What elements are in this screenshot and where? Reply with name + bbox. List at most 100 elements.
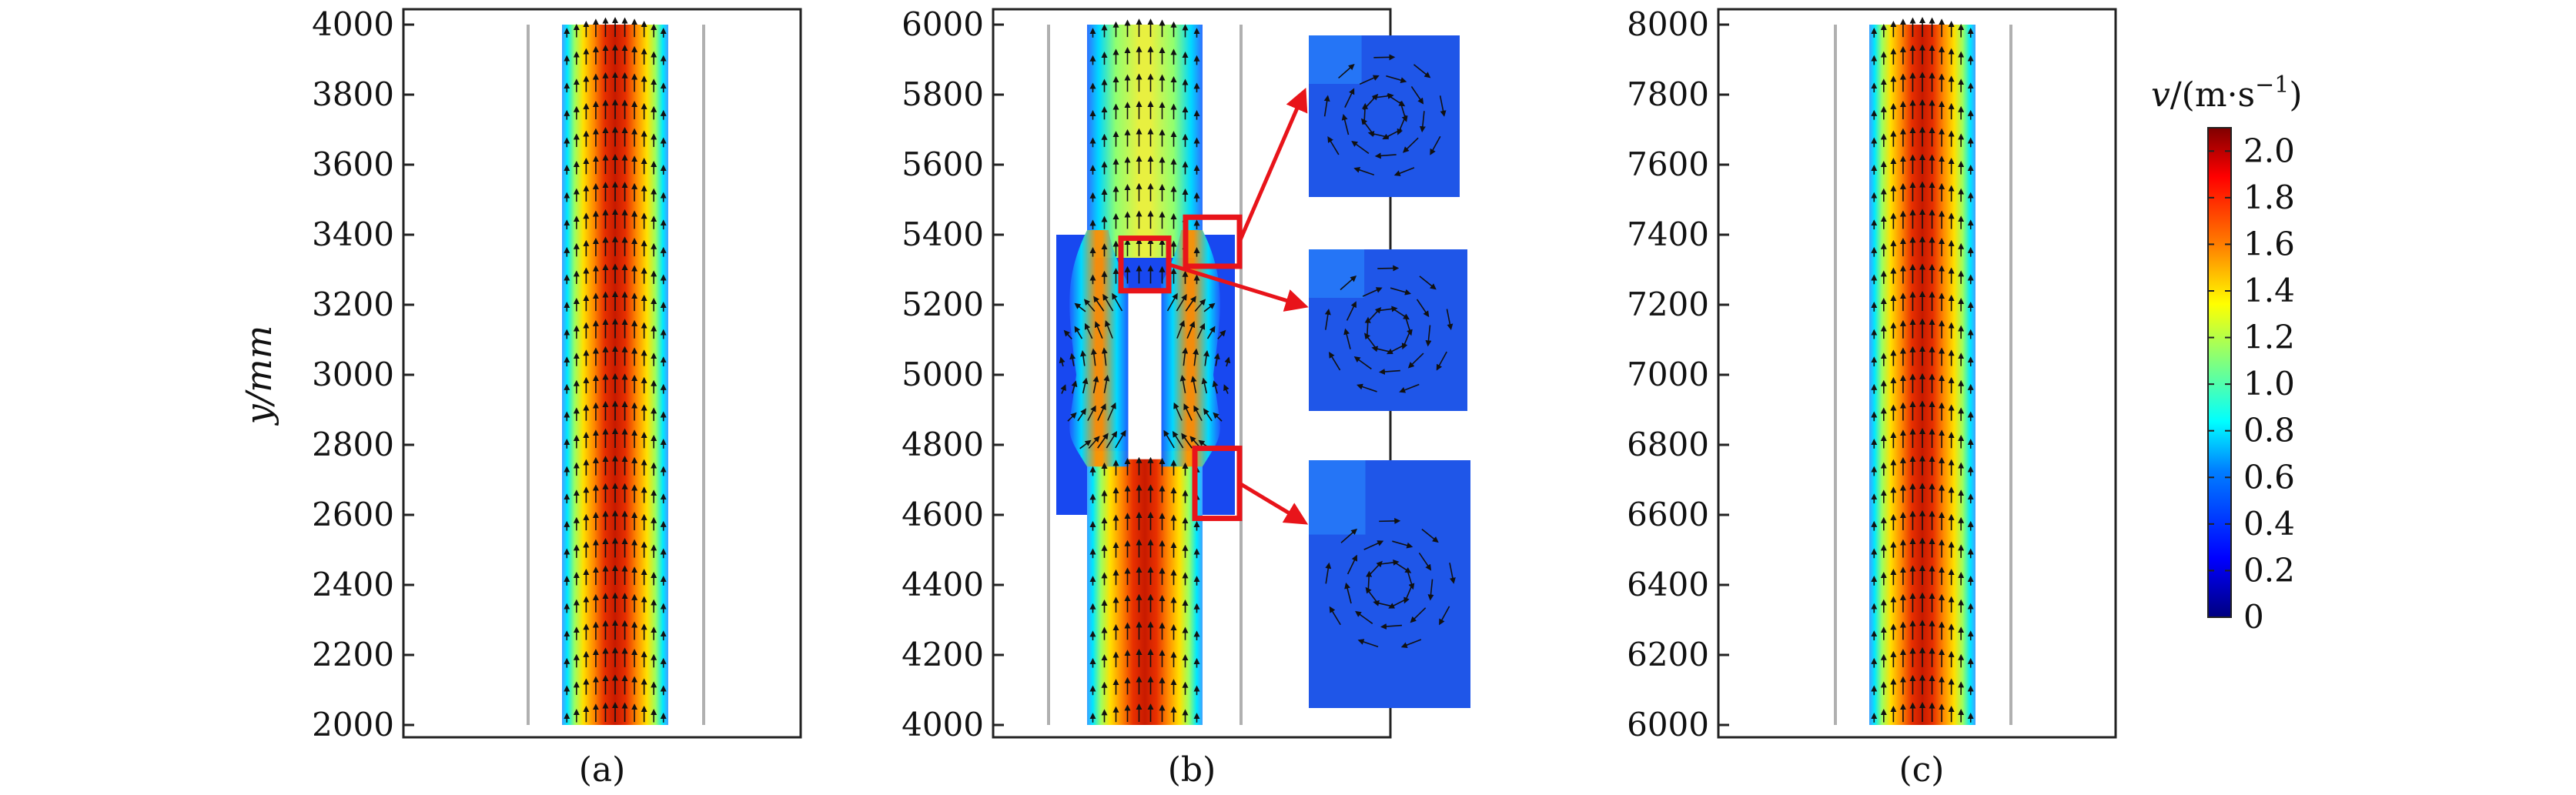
flow-arrow xyxy=(1172,430,1184,449)
y-tick-label: 4000 xyxy=(902,706,984,743)
flow-arrow xyxy=(1088,436,1100,449)
inset-arrow xyxy=(1365,586,1380,605)
inset-arrow xyxy=(1387,94,1406,107)
inset-arrow xyxy=(1366,570,1373,593)
flow-arrow xyxy=(1179,375,1186,393)
inset-arrow xyxy=(1390,287,1412,296)
y-tick-label: 6600 xyxy=(1627,496,1709,533)
y-tick-label: 6000 xyxy=(902,5,984,43)
colorbar-tick-label: 0 xyxy=(2243,598,2264,636)
flow-arrow xyxy=(1112,292,1123,312)
panel-b-insets xyxy=(1118,35,1470,708)
flow-arrow xyxy=(1223,384,1229,394)
inset-arrow xyxy=(1386,343,1407,355)
inset-arrow xyxy=(1410,86,1424,105)
flow-arrow xyxy=(1206,326,1216,339)
inset-arrow xyxy=(1419,276,1437,290)
flow-arrow xyxy=(1087,405,1096,422)
inset-arrow xyxy=(1357,383,1377,392)
flow-arrow xyxy=(1074,302,1086,312)
inset-arrow xyxy=(1418,552,1432,571)
inset-arrow xyxy=(1399,383,1420,393)
y-tick-label: 3400 xyxy=(312,215,394,253)
flow-arrow xyxy=(1097,433,1109,449)
flow-arrow xyxy=(1224,356,1231,367)
inset-arrow xyxy=(1377,265,1400,272)
flow-arrow xyxy=(1212,380,1219,394)
inset-arrow xyxy=(1378,369,1400,375)
panel-a-flow-arrows xyxy=(564,17,667,723)
flow-arrow xyxy=(1190,376,1197,394)
inset-arrow xyxy=(1363,332,1378,351)
inset-arrow xyxy=(1367,131,1390,139)
flow-arrow xyxy=(1181,433,1193,449)
inset-arrow xyxy=(1362,287,1383,297)
inset-arrow xyxy=(1439,606,1450,626)
colorbar-tick-label: 0.6 xyxy=(2243,458,2295,496)
inset-arrow xyxy=(1403,137,1419,153)
inset-arrow xyxy=(1376,306,1398,312)
y-tick-label: 2400 xyxy=(312,566,394,603)
inset-arrow xyxy=(1347,554,1357,575)
flow-arrow xyxy=(1074,326,1083,339)
flow-arrow xyxy=(1213,352,1220,366)
flow-arrow xyxy=(1217,329,1226,339)
y-tick-label: 7000 xyxy=(1627,356,1709,393)
inset-arrow xyxy=(1427,579,1434,601)
inset-arrow xyxy=(1363,540,1384,550)
y-tick-label: 6000 xyxy=(1627,706,1709,743)
y-axis-title: y/mm xyxy=(238,326,279,426)
inset-arrow xyxy=(1377,559,1400,566)
inset-arrow xyxy=(1340,528,1358,543)
inset-arrow xyxy=(1400,639,1422,648)
flow-arrow xyxy=(1069,352,1076,366)
panel-b-lower-channel xyxy=(1087,451,1203,725)
inset-arrow xyxy=(1324,308,1331,330)
y-tick-label: 3000 xyxy=(312,356,394,393)
y-tick-label: 5800 xyxy=(902,75,984,113)
inset-connector-arrow xyxy=(1168,262,1309,312)
inset-arrow xyxy=(1436,351,1447,371)
inset-arrow xyxy=(1393,560,1412,573)
colorbar-tick-label: 0.4 xyxy=(2243,505,2295,543)
flow-arrow xyxy=(1060,384,1066,394)
y-tick-label: 3600 xyxy=(312,145,394,183)
flow-arrow xyxy=(1176,293,1187,312)
colorbar-tick-label: 2.0 xyxy=(2243,132,2295,169)
panel-b: 6000 5800 5600 5400 5200 5000 4800 4600 4400 4200… xyxy=(902,5,1470,790)
flow-arrow xyxy=(1059,356,1066,367)
flow-arrow xyxy=(1185,296,1196,312)
inset-arrow xyxy=(1421,528,1439,543)
inset-arrow xyxy=(1338,63,1355,79)
inset-arrow xyxy=(1361,118,1375,136)
flow-arrow xyxy=(1101,347,1108,366)
panel-c-label: (c) xyxy=(1899,750,1945,790)
flow-arrow xyxy=(1166,292,1178,312)
inset-arrow xyxy=(1379,517,1401,524)
flow-arrow xyxy=(1203,408,1213,422)
flow-arrow xyxy=(1103,375,1110,393)
y-tick-label: 2200 xyxy=(312,636,394,673)
flow-arrow xyxy=(1094,321,1103,339)
panel-a: 4000 3800 3600 3400 3200 3000 2800 2600 2400 2200… xyxy=(312,5,802,790)
inset-arrow xyxy=(1341,113,1350,135)
inset-arrow xyxy=(1351,140,1370,154)
inset-arrow xyxy=(1344,88,1355,108)
inset-highlight xyxy=(1309,460,1366,535)
inset-arrow xyxy=(1404,315,1413,336)
flow-arrow xyxy=(1105,320,1113,339)
y-tick-label: 2800 xyxy=(312,426,394,463)
inset-arrow xyxy=(1410,607,1427,623)
panel-b-y-ticks: 6000 5800 5600 5400 5200 5000 4800 4600 4400 4200… xyxy=(902,5,1004,743)
flow-arrow xyxy=(1067,412,1077,422)
inset-arrow xyxy=(1374,152,1397,159)
inset-arrow xyxy=(1430,135,1441,155)
inset-arrow xyxy=(1373,54,1396,61)
panel-c-flow-arrows xyxy=(1871,17,1974,723)
inset-arrow xyxy=(1357,639,1379,648)
flow-arrow xyxy=(1194,299,1206,312)
panel-c-y-ticks: 8000 7800 7600 7400 7200 7000 6800 6600 6400 6200… xyxy=(1627,5,1729,743)
inset-arrow xyxy=(1325,562,1332,584)
inset-arrow xyxy=(1449,563,1456,584)
